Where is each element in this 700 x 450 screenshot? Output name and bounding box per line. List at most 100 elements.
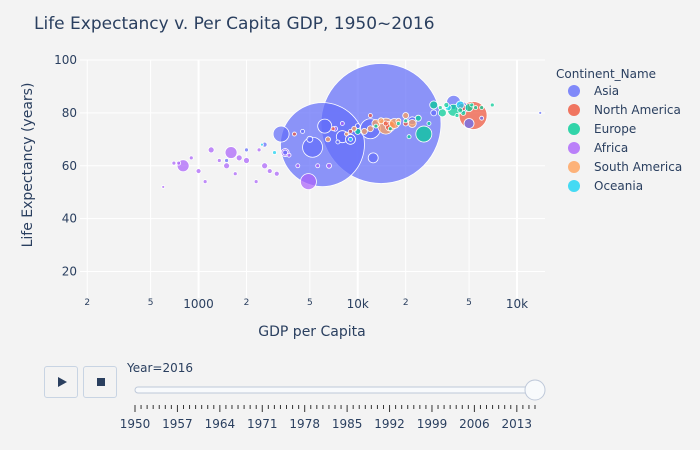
data-point-asia [224, 158, 229, 163]
x-tick-label: 2 [244, 298, 250, 308]
legend-marker [568, 161, 580, 173]
data-point-asia [272, 125, 290, 143]
stop-button[interactable] [83, 366, 117, 398]
axes: 20 40 60 80 100 2 5 1000 2 5 10k 2 5 10k [54, 53, 528, 311]
data-point-africa [266, 168, 273, 174]
legend-item-south-america[interactable]: South America [594, 160, 682, 174]
data-point-africa [202, 179, 208, 185]
data-point-asia [300, 128, 305, 134]
data-point-africa [300, 173, 317, 191]
chart-title: Life Expectancy v. Per Capita GDP, 1950~… [34, 14, 435, 34]
data-point-europe [415, 125, 433, 143]
y-tick-label: 20 [62, 265, 77, 279]
data-point-asia [367, 152, 379, 164]
data-point-asia [317, 118, 333, 134]
data-point-asia [302, 136, 323, 158]
data-point-north-america [382, 120, 389, 127]
data-point-europe [454, 113, 460, 118]
data-point-africa [188, 155, 194, 161]
data-point-europe [437, 105, 443, 110]
slider-year-label: 1992 [374, 417, 405, 431]
y-tick-label: 40 [62, 212, 77, 226]
data-point-south-america [402, 112, 410, 119]
data-point-europe [437, 108, 447, 118]
data-point-north-america [367, 113, 373, 118]
data-point-south-america [407, 119, 417, 128]
data-point-africa [326, 162, 332, 169]
slider-handle[interactable] [524, 379, 546, 401]
data-point-asia [282, 149, 289, 156]
data-point-africa [161, 185, 166, 189]
data-point-oceania [272, 150, 277, 155]
x-tick-label: 2 [403, 298, 409, 308]
data-point-asia [479, 115, 485, 121]
data-point-africa [295, 163, 301, 169]
data-point-asia [538, 110, 543, 115]
data-point-africa [224, 146, 238, 159]
slider-year-label: 2006 [459, 417, 490, 431]
y-axis-title: Life Expectancy (years) [20, 83, 36, 248]
legend-item-north-america[interactable]: North America [594, 103, 681, 117]
data-point-south-america [351, 125, 358, 132]
stop-icon [97, 378, 105, 386]
data-point-north-america [348, 128, 353, 134]
x-tick-label: 10k [347, 297, 369, 311]
data-point-africa [207, 146, 215, 154]
data-point-south-america [377, 117, 385, 125]
data-point-north-america [292, 131, 297, 137]
x-tick-label: 2 [84, 298, 90, 308]
data-point-south-america [344, 131, 349, 137]
slider-rail[interactable] [134, 386, 536, 394]
data-point-oceania [260, 142, 264, 147]
data-point-africa [223, 162, 230, 170]
legend-marker [568, 142, 580, 154]
year-slider[interactable]: Year=2016 1950 1957 1964 1971 1978 1985 1992 19… [120, 361, 546, 431]
play-button[interactable] [44, 366, 78, 398]
x-tick-label: 1000 [183, 297, 214, 311]
data-point-asia [244, 147, 249, 153]
legend-item-oceania[interactable]: Oceania [594, 179, 643, 193]
slider-year-label: 2013 [502, 417, 533, 431]
data-point-europe [473, 105, 479, 110]
data-point-africa [253, 179, 259, 185]
slider-year-label: 1985 [332, 417, 363, 431]
y-tick-label: 80 [62, 106, 77, 120]
slider-year-label: 1950 [120, 417, 151, 431]
data-point-europe [373, 123, 379, 129]
slider-year-label: 1957 [162, 417, 193, 431]
data-point-africa [235, 154, 243, 162]
data-point-asia [430, 109, 438, 117]
legend-marker [568, 180, 580, 192]
data-point-south-america [366, 125, 374, 133]
data-point-north-america [330, 126, 336, 132]
x-tick-label: 5 [307, 298, 313, 308]
data-point-africa [216, 158, 222, 163]
data-point-africa [261, 162, 269, 170]
data-point-oceania [348, 136, 353, 142]
y-tick-label: 100 [54, 53, 77, 67]
legend-title: Continent_Name [556, 67, 656, 81]
data-point-africa [195, 168, 202, 174]
data-point-asia [306, 135, 314, 143]
x-tick-label: 5 [148, 298, 154, 308]
data-point-africa [171, 160, 177, 166]
data-point-europe [414, 114, 422, 122]
data-point-europe [443, 102, 450, 108]
data-point-europe [469, 102, 475, 108]
legend-item-asia[interactable]: Asia [594, 84, 619, 98]
legend-marker [568, 85, 580, 97]
legend: Continent_Name Asia North America Europe Af… [556, 67, 682, 193]
data-point-africa [339, 121, 345, 126]
slider-year-label: 1999 [417, 417, 448, 431]
play-icon [58, 377, 67, 387]
data-point-africa [256, 147, 262, 153]
x-tick-label: 5 [466, 298, 472, 308]
legend-marker [568, 104, 580, 116]
legend-item-africa[interactable]: Africa [594, 141, 628, 155]
data-point-africa [243, 157, 250, 164]
slider-year-label: 1978 [289, 417, 320, 431]
data-point-africa [232, 171, 238, 177]
data-point-europe [489, 102, 495, 108]
legend-item-europe[interactable]: Europe [594, 122, 636, 136]
